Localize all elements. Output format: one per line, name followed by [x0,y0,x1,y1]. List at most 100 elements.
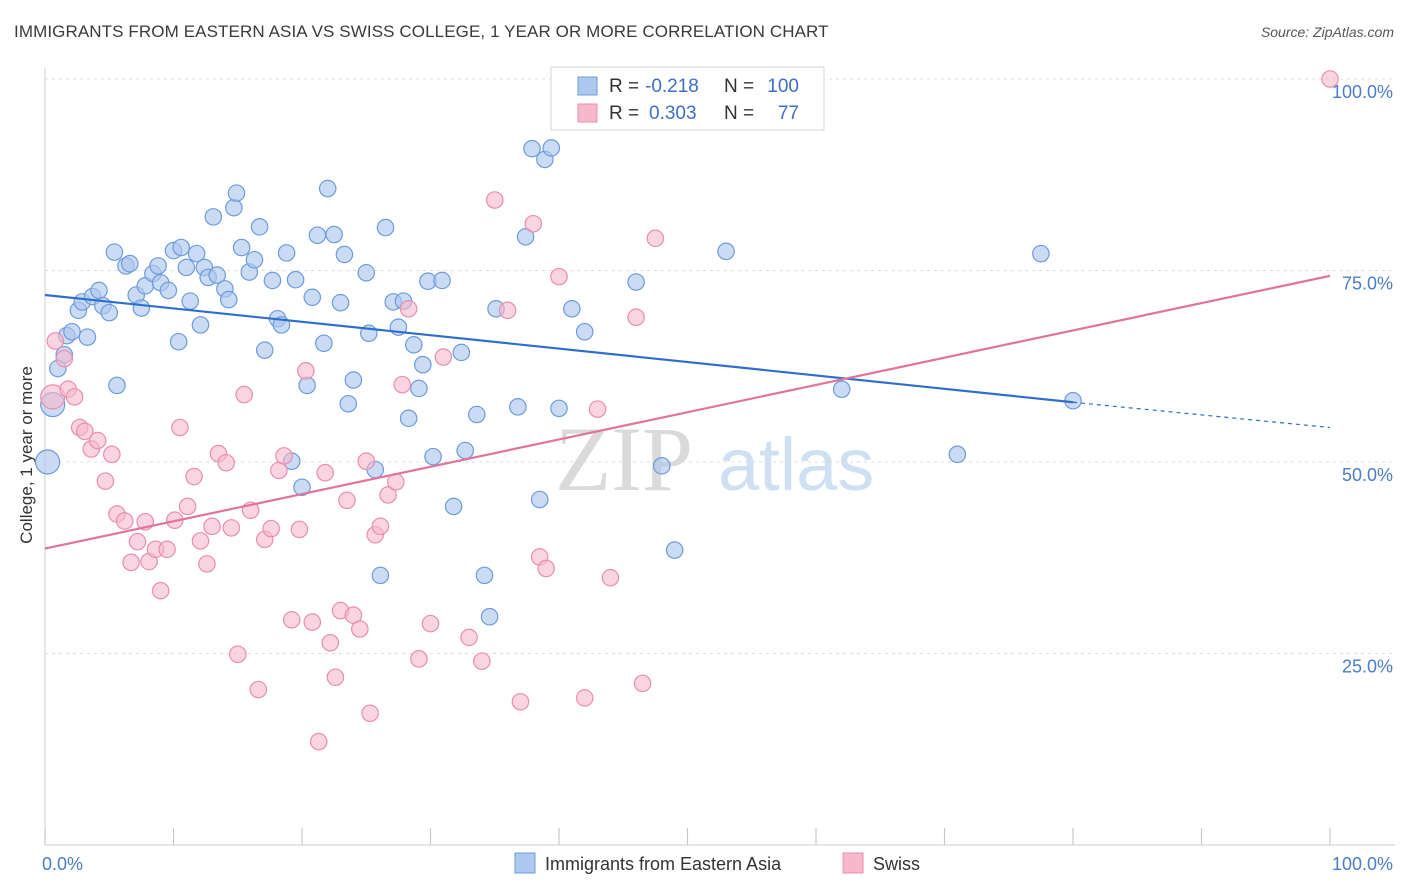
data-point-eastern-asia [550,399,568,418]
legend-r-label-2: R = [609,103,639,124]
data-point-eastern-asia [318,179,337,198]
tick-labels: 25.0% 50.0% 75.0% 100.0% 0.0% 100.0% [42,82,1393,874]
data-point-eastern-asia [516,227,535,246]
data-point-eastern-asia [277,244,296,262]
data-point-swiss [460,628,478,647]
trend-line-eastern-asia-extension [1072,401,1331,429]
data-point-swiss [434,348,453,366]
data-point-eastern-asia [371,566,390,585]
series-legend: Immigrants from Eastern Asia Swiss [514,852,920,874]
data-point-eastern-asia [286,270,305,289]
data-point-eastern-asia [187,244,206,263]
data-point-eastern-asia [263,271,282,290]
data-point-swiss [371,517,390,536]
data-point-eastern-asia [108,376,126,395]
legend-swatch-pink [577,103,598,123]
data-point-swiss [633,674,652,693]
data-point-swiss [575,689,594,707]
data-point-eastern-asia [357,263,376,282]
trend-line-eastern-asia [44,293,1074,404]
y-tick-label: 25.0% [1342,657,1393,677]
bottom-legend-swatch-pink [842,852,864,874]
data-point-swiss [270,461,288,480]
data-point-swiss [524,214,543,233]
stats-legend: R = -0.218 N = 100 R = 0.303 N = 77 [550,66,825,131]
chart-title: IMMIGRANTS FROM EASTERN ASIA VS SWISS CO… [14,22,829,41]
data-point-swiss [537,559,555,578]
data-point-eastern-asia [225,198,243,217]
data-point-eastern-asia [1032,244,1050,263]
data-point-eastern-asia [250,218,269,236]
data-point-eastern-asia [410,379,428,398]
x-tick-label: 100.0% [1332,854,1393,874]
data-point-eastern-asia [331,293,350,312]
data-point-swiss [379,486,397,504]
data-point-swiss [498,301,517,320]
data-point-eastern-asia [303,288,322,307]
data-point-swiss [421,614,440,633]
data-point-swiss [203,517,221,536]
data-point-swiss [321,633,340,652]
data-point-swiss [1321,70,1339,88]
data-point-eastern-asia [509,398,527,416]
data-point-eastern-asia [404,336,423,354]
y-tick-label: 75.0% [1342,274,1393,294]
data-point-swiss [338,491,356,510]
data-point-eastern-asia [227,184,246,202]
data-point-eastern-asia [530,490,549,509]
data-point-eastern-asia [563,299,581,318]
data-point-swiss [316,463,334,482]
data-point-swiss [171,418,189,437]
data-point-swiss [55,349,74,368]
data-point-eastern-asia [542,139,561,157]
data-point-eastern-asia [90,281,108,300]
series-immigrants-eastern-asia [34,139,1082,626]
data-point-eastern-asia [78,328,97,346]
data-point-eastern-asia [480,607,499,626]
data-point-eastern-asia [100,303,119,322]
data-point-swiss [399,299,418,318]
legend-n-label-2: N = [724,103,754,124]
series-swiss [40,70,1339,751]
data-point-eastern-asia [208,266,226,284]
data-point-eastern-asia [339,394,358,413]
data-point-eastern-asia [181,292,200,310]
data-point-eastern-asia [948,445,967,464]
data-point-swiss [303,613,322,631]
data-point-swiss [178,497,197,516]
data-point-eastern-asia [335,245,354,264]
data-point-eastern-asia [413,355,432,374]
trend-line-swiss [44,274,1331,550]
data-point-swiss [290,520,309,539]
legend-r-value-1: -0.218 [645,76,699,97]
source-label: Source: ZipAtlas.com [1260,24,1394,40]
data-point-swiss [115,512,134,530]
bottom-legend-label-pink: Swiss [873,854,920,874]
data-point-swiss [96,472,115,490]
y-axis-label: College, 1 year or more [17,366,36,544]
data-point-swiss [228,645,247,664]
data-point-eastern-asia [627,273,645,291]
legend-n-value-2: 77 [778,103,799,124]
legend-n-value-1: 100 [767,76,799,97]
legend-swatch-blue [577,76,598,96]
data-point-swiss [235,385,253,404]
data-point-swiss [297,362,315,380]
data-point-swiss [185,467,203,486]
data-point-swiss [128,532,147,551]
legend-n-label-1: N = [724,76,754,97]
data-point-swiss [191,532,210,550]
data-point-swiss [217,453,235,472]
data-point-swiss [282,610,301,629]
data-point-swiss [262,519,280,538]
data-point-eastern-asia [63,322,81,341]
data-point-eastern-asia [523,139,541,158]
data-point-eastern-asia [177,258,196,277]
data-point-eastern-asia [105,243,124,261]
data-point-eastern-asia [467,405,486,424]
legend-r-label-1: R = [609,76,639,97]
data-point-swiss [275,447,293,465]
trend-lines [44,274,1331,550]
data-point-swiss [76,422,94,441]
